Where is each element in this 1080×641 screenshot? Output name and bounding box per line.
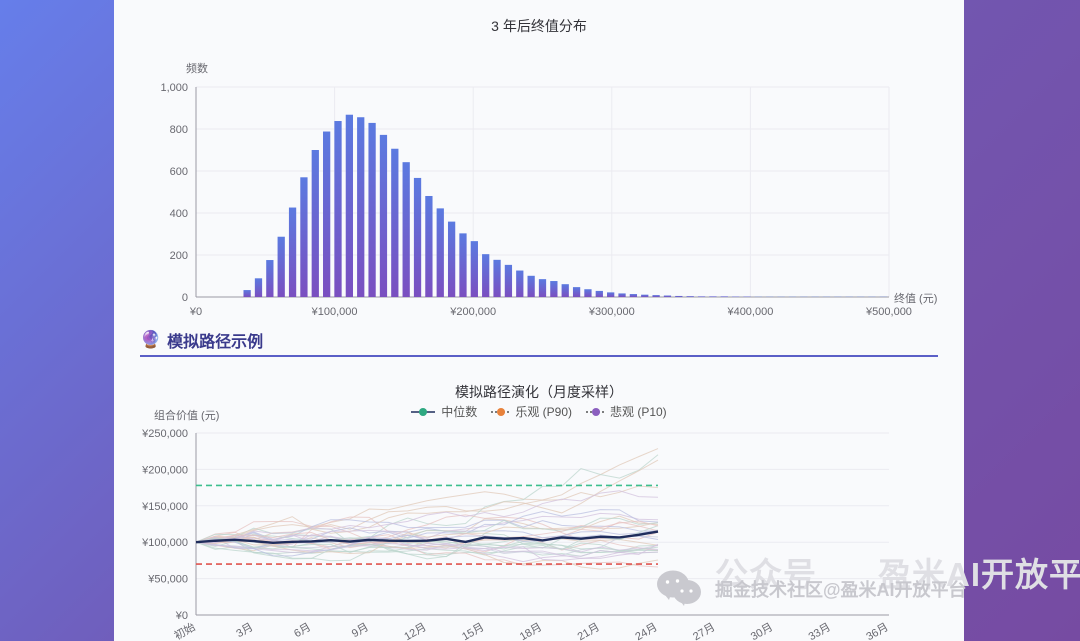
svg-text:初始: 初始	[171, 619, 197, 641]
svg-text:9月: 9月	[350, 621, 371, 640]
svg-text:0: 0	[182, 292, 188, 304]
svg-text:¥0: ¥0	[175, 610, 188, 622]
svg-text:¥100,000: ¥100,000	[311, 306, 358, 318]
svg-text:12月: 12月	[402, 621, 428, 641]
svg-text:¥250,000: ¥250,000	[141, 428, 188, 440]
svg-text:终值 (元): 终值 (元)	[894, 291, 937, 305]
svg-text:¥500,000: ¥500,000	[865, 306, 912, 318]
svg-text:¥200,000: ¥200,000	[449, 306, 496, 318]
svg-text:¥300,000: ¥300,000	[588, 306, 635, 318]
svg-text:600: 600	[170, 166, 188, 178]
svg-text:400: 400	[170, 208, 188, 220]
svg-text:36月: 36月	[864, 621, 890, 641]
svg-text:3月: 3月	[234, 621, 255, 640]
svg-text:18月: 18月	[518, 621, 544, 641]
svg-text:¥100,000: ¥100,000	[141, 537, 188, 549]
svg-text:¥0: ¥0	[189, 306, 202, 318]
svg-text:¥200,000: ¥200,000	[141, 464, 188, 476]
svg-text:6月: 6月	[292, 621, 313, 640]
svg-text:200: 200	[170, 250, 188, 262]
svg-text:15月: 15月	[460, 621, 486, 641]
svg-text:1,000: 1,000	[160, 82, 188, 94]
svg-text:¥50,000: ¥50,000	[147, 574, 188, 586]
svg-text:¥150,000: ¥150,000	[141, 501, 188, 513]
svg-text:800: 800	[170, 124, 188, 136]
svg-text:¥400,000: ¥400,000	[726, 306, 773, 318]
svg-text:频数: 频数	[186, 61, 208, 75]
svg-text:30月: 30月	[749, 621, 775, 641]
svg-text:24月: 24月	[633, 621, 659, 641]
svg-text:27月: 27月	[691, 621, 717, 641]
svg-text:33月: 33月	[807, 621, 833, 641]
svg-text:21月: 21月	[576, 621, 602, 641]
svg-text:组合价值 (元): 组合价值 (元)	[154, 408, 219, 422]
